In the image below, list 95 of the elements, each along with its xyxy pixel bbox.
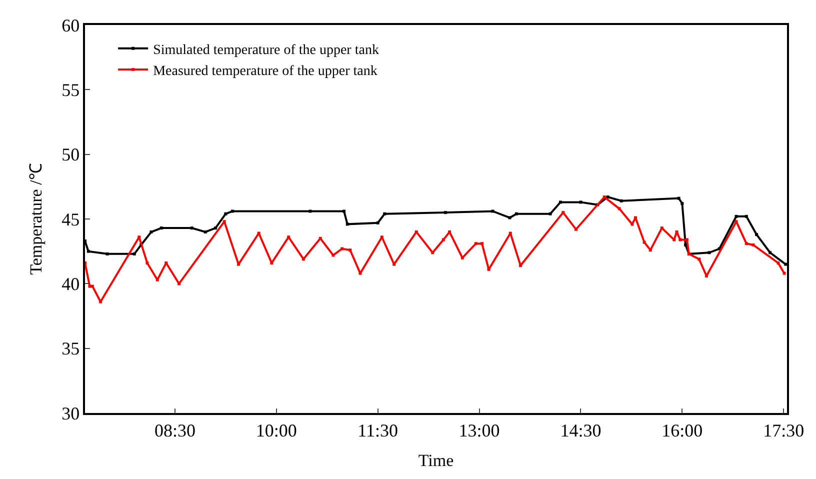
point	[214, 226, 218, 230]
point	[342, 210, 346, 213]
y-axis-title: Temperature /℃	[26, 163, 46, 275]
point	[675, 230, 678, 234]
point	[672, 238, 676, 242]
point	[606, 196, 610, 199]
point	[734, 214, 738, 218]
point	[230, 210, 234, 213]
x-tick-label: 16:00	[662, 420, 703, 440]
point	[150, 230, 153, 234]
point	[579, 200, 582, 204]
point	[270, 261, 274, 264]
point	[514, 212, 518, 216]
y-tick-label: 50	[62, 144, 80, 165]
point	[487, 268, 490, 271]
point	[132, 252, 136, 256]
point	[776, 261, 780, 264]
legend-label: Measured temperature of the upper tank	[153, 64, 378, 80]
x-tick-label: 11:30	[358, 420, 398, 440]
point	[340, 247, 344, 250]
point	[782, 272, 786, 275]
x-tick-label: 13:00	[458, 420, 500, 440]
point	[164, 261, 168, 264]
point	[480, 242, 484, 246]
point	[86, 250, 90, 253]
point	[392, 262, 396, 266]
point	[88, 284, 92, 288]
point	[380, 236, 384, 239]
point	[744, 214, 748, 218]
point	[376, 221, 380, 224]
x-tick-label: 10:00	[256, 420, 297, 440]
point	[734, 220, 738, 224]
point	[156, 278, 159, 282]
point	[224, 212, 228, 216]
point	[204, 230, 207, 234]
y-tick-label: 30	[62, 403, 80, 424]
y-tick-label: 60	[62, 15, 80, 36]
x-axis-title: Time	[418, 451, 454, 470]
point	[190, 226, 194, 230]
point	[519, 264, 522, 268]
legend-label: Simulated temperature of the upper tank	[153, 42, 379, 58]
point	[602, 196, 606, 199]
point	[302, 258, 305, 261]
point	[752, 243, 755, 246]
point	[755, 233, 758, 236]
point	[444, 211, 447, 214]
point	[508, 232, 512, 235]
point	[680, 202, 684, 205]
point	[442, 238, 445, 242]
point	[448, 230, 452, 234]
point	[308, 210, 312, 213]
y-tick-label: 55	[62, 80, 80, 100]
y-tick-label: 35	[62, 338, 80, 359]
point	[677, 196, 680, 200]
point	[414, 230, 418, 234]
point	[474, 242, 478, 246]
point	[620, 199, 623, 202]
point	[106, 252, 109, 256]
point	[138, 236, 141, 239]
point	[708, 251, 711, 254]
point	[768, 251, 772, 254]
point	[257, 232, 260, 235]
point	[358, 272, 362, 275]
y-tick-label: 40	[62, 274, 80, 294]
x-tick-label: 14:30	[560, 420, 602, 440]
point	[642, 240, 646, 244]
point	[99, 300, 102, 304]
point	[160, 226, 163, 230]
point	[90, 284, 94, 288]
point	[685, 238, 688, 242]
point	[574, 228, 578, 231]
point	[648, 248, 652, 252]
point	[348, 248, 352, 252]
point	[784, 262, 787, 266]
point	[698, 258, 701, 261]
point	[460, 256, 464, 260]
point	[678, 238, 682, 242]
point	[618, 207, 621, 210]
point	[548, 212, 552, 216]
point	[558, 200, 562, 204]
x-tick-label: 17:30	[763, 420, 804, 440]
point	[630, 222, 634, 226]
point	[660, 226, 664, 230]
point	[744, 242, 748, 246]
point	[346, 222, 349, 226]
x-tick-label: 08:30	[154, 420, 196, 440]
point	[237, 262, 240, 266]
line-series	[85, 196, 786, 304]
point	[383, 212, 386, 216]
point	[222, 220, 226, 224]
point	[491, 210, 494, 213]
point	[508, 216, 512, 220]
point	[332, 254, 335, 257]
y-tick-label: 45	[62, 209, 80, 230]
point	[146, 261, 149, 264]
